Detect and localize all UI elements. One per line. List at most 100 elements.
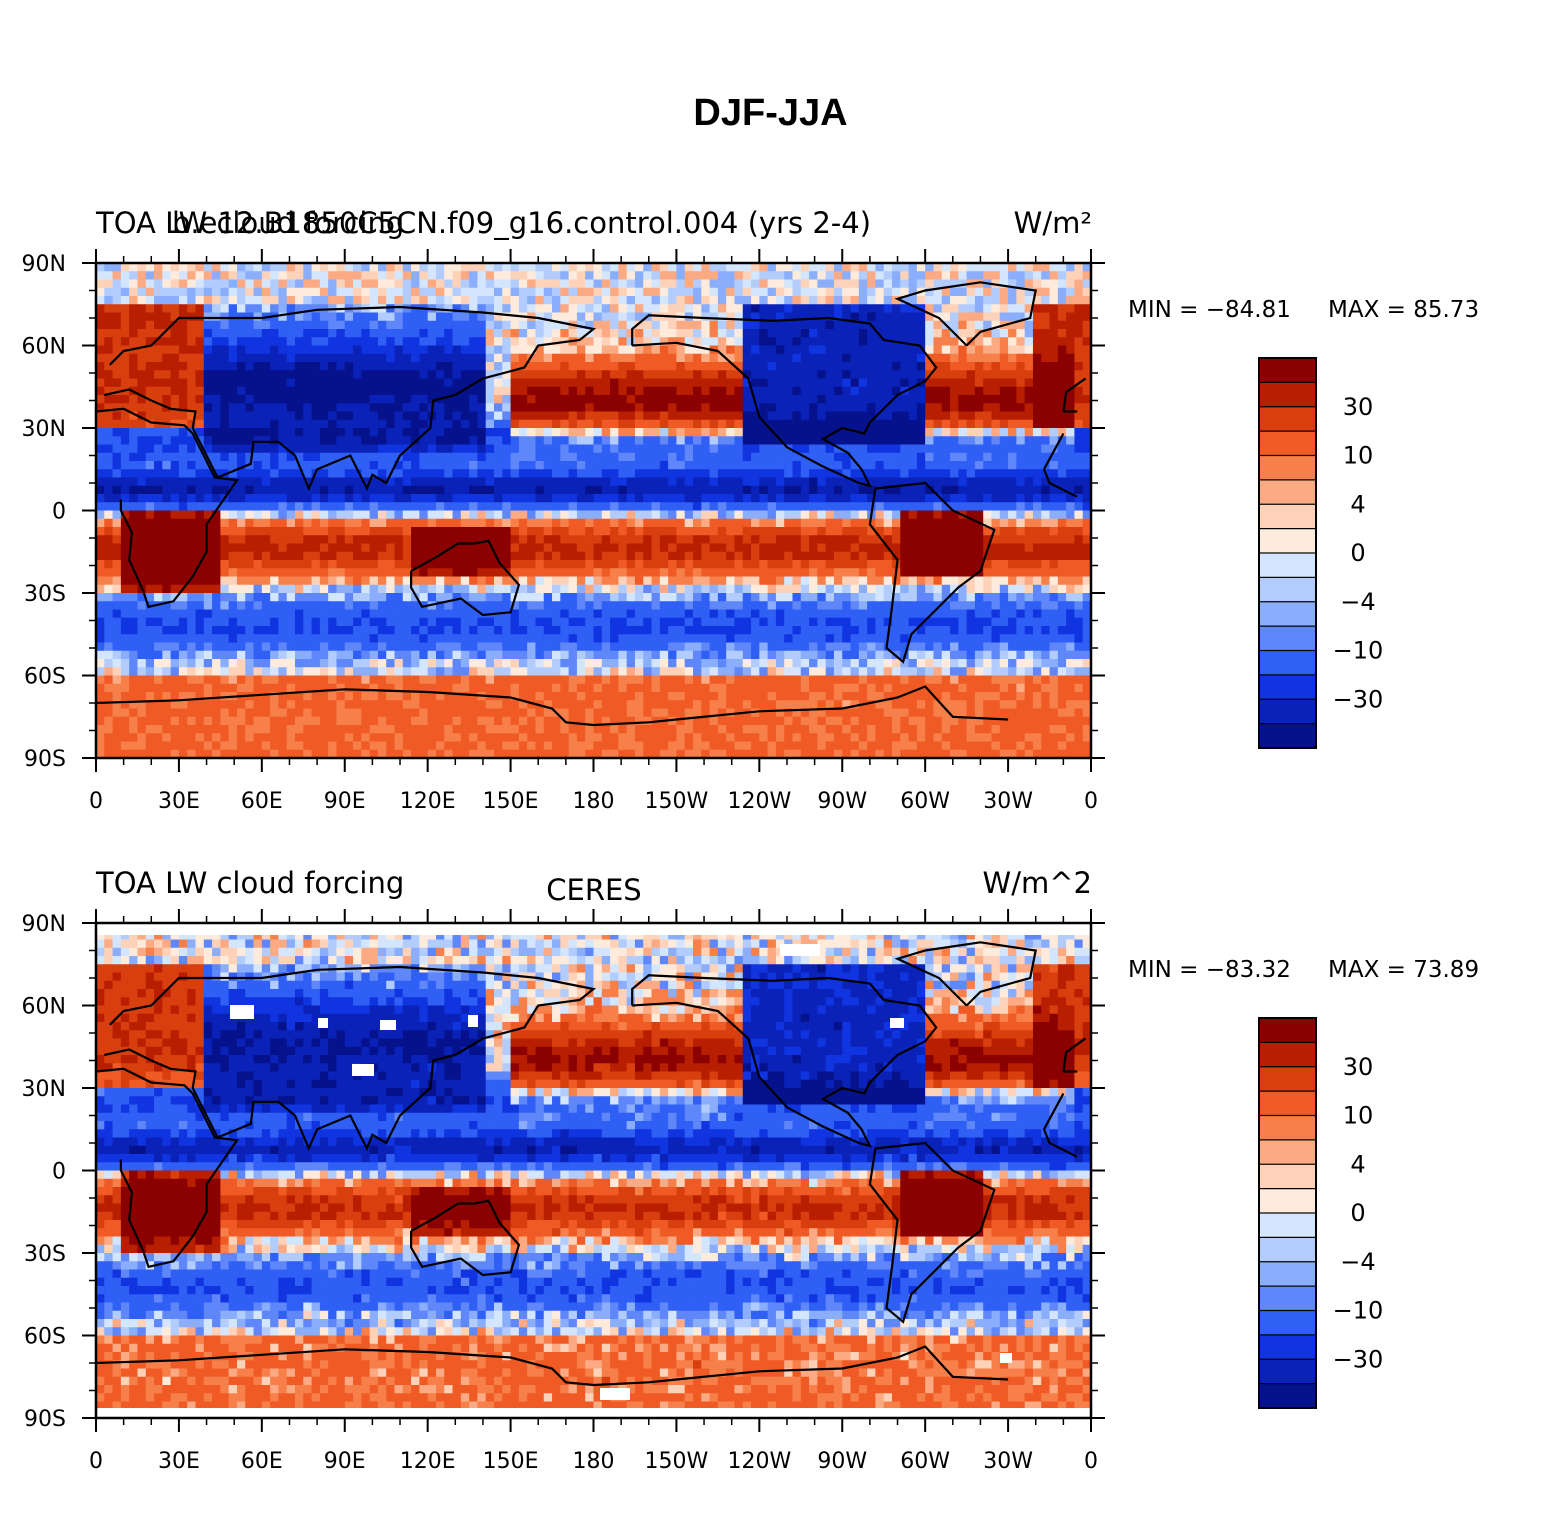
heat-cell <box>261 485 271 495</box>
heat-cell <box>427 494 437 503</box>
heat-cell <box>751 461 760 470</box>
heat-cell <box>726 518 736 528</box>
heat-cell <box>402 560 412 569</box>
heat-cell <box>427 419 437 429</box>
heat-cell <box>220 403 230 413</box>
heat-cell <box>601 461 611 470</box>
heat-cell <box>353 485 362 495</box>
heat-cell <box>353 386 362 396</box>
heat-cell <box>568 287 578 297</box>
heat-cell <box>560 304 570 314</box>
heat-cell <box>925 395 935 404</box>
heat-cell <box>477 494 487 503</box>
heat-cell <box>966 469 976 479</box>
heat-cell <box>344 279 354 289</box>
heat-cell <box>154 353 163 363</box>
heat-cell <box>96 287 105 297</box>
heat-cell <box>842 576 852 586</box>
heat-cell <box>477 428 487 437</box>
heat-cell <box>1016 263 1026 272</box>
heat-cell <box>411 518 420 528</box>
heat-cell <box>120 510 130 520</box>
heat-cell <box>104 279 114 289</box>
heat-cell <box>643 452 653 462</box>
heat-cell <box>568 502 578 512</box>
heat-cell <box>278 568 288 578</box>
heat-cell <box>974 593 984 602</box>
heat-cell <box>435 477 445 487</box>
heat-cell <box>203 411 213 421</box>
heat-cell <box>734 477 744 487</box>
heat-cell <box>203 444 213 454</box>
heat-cell <box>1008 568 1017 578</box>
heat-cell <box>651 279 661 289</box>
heat-cell <box>261 320 271 330</box>
heat-cell <box>187 320 197 330</box>
heat-cell <box>693 362 702 371</box>
heat-cell <box>726 304 736 314</box>
heat-cell <box>402 296 412 305</box>
heat-cell <box>1032 370 1042 380</box>
heat-cell <box>693 436 702 446</box>
heat-cell <box>427 568 437 578</box>
heat-cell <box>1049 510 1059 520</box>
heat-cell <box>601 518 611 528</box>
heat-cell <box>784 362 794 371</box>
heat-cell <box>1049 584 1059 594</box>
heat-cell <box>485 428 495 437</box>
heat-cell <box>187 345 197 355</box>
heat-cell <box>593 353 603 363</box>
heat-cell <box>411 494 420 503</box>
heat-cell <box>1032 378 1042 388</box>
heat-cell <box>693 345 702 355</box>
heat-cell <box>212 370 221 380</box>
heat-cell <box>883 527 893 536</box>
heat-cell <box>809 345 818 355</box>
heat-cell <box>253 576 263 586</box>
heat-cell <box>817 518 827 528</box>
heat-cell <box>734 469 744 479</box>
heat-cell <box>460 551 470 561</box>
heat-cell <box>651 510 661 520</box>
heat-cell <box>1016 428 1026 437</box>
heat-cell <box>717 296 727 305</box>
heat-cell <box>958 502 968 512</box>
heat-cell <box>427 510 437 520</box>
heat-cell <box>178 560 188 569</box>
heat-cell <box>303 477 313 487</box>
heat-cell <box>709 403 719 413</box>
heat-cell <box>543 469 553 479</box>
heat-cell <box>1049 395 1059 404</box>
heat-cell <box>411 485 420 495</box>
heat-cell <box>510 584 520 594</box>
heat-cell <box>585 353 595 363</box>
heat-cell <box>178 304 188 314</box>
heat-cell <box>651 362 661 371</box>
heat-cell <box>178 337 188 347</box>
heat-cell <box>502 452 512 462</box>
heat-cell <box>1008 436 1017 446</box>
heat-cell <box>228 535 238 545</box>
heat-cell <box>701 362 711 371</box>
heat-cell <box>759 527 769 536</box>
heat-cell <box>353 419 362 429</box>
heat-cell <box>742 428 752 437</box>
heat-cell <box>344 510 354 520</box>
heat-cell <box>643 568 653 578</box>
heat-cell <box>966 452 976 462</box>
heat-cell <box>1008 411 1017 421</box>
heat-cell <box>991 576 1001 586</box>
heat-cell <box>659 518 669 528</box>
heat-cell <box>444 543 454 553</box>
heat-cell <box>958 576 968 586</box>
heat-cell <box>154 436 163 446</box>
heat-cell <box>311 287 321 297</box>
heat-cell <box>767 370 777 380</box>
heat-cell <box>1082 527 1091 536</box>
heat-cell <box>991 378 1001 388</box>
heat-cell <box>693 428 702 437</box>
heat-cell <box>96 329 105 338</box>
heat-cell <box>618 576 628 586</box>
heat-cell <box>742 452 752 462</box>
heat-cell <box>477 568 487 578</box>
